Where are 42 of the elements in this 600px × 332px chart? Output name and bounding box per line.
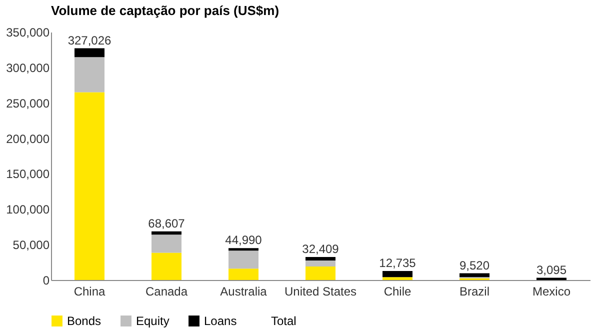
total-label: 68,607: [148, 216, 186, 230]
bar: [382, 270, 412, 278]
legend-label: Loans: [204, 314, 237, 328]
y-tick-label: 300,000: [6, 60, 50, 75]
bar: [306, 260, 336, 267]
bar: [152, 252, 182, 280]
y-tick-label: 250,000: [6, 96, 50, 110]
x-tick-label: Brazil: [459, 284, 490, 298]
bar: [152, 231, 182, 235]
y-tick-label: 150,000: [6, 167, 50, 182]
y-tick-label: 50,000: [12, 238, 50, 252]
chart-title: Volume de captação por país (US$m): [51, 3, 280, 18]
text: Total: [271, 314, 296, 328]
bar: [228, 268, 258, 280]
bar: [152, 234, 182, 253]
bar: [74, 92, 104, 280]
total-label: 44,990: [225, 233, 262, 248]
y-tick-label: 100,000: [6, 202, 50, 217]
x-tick-label: United States: [284, 284, 357, 298]
bar: [228, 248, 258, 251]
y-tick-label: 350,000: [6, 26, 50, 40]
total-label: 327,026: [68, 33, 112, 48]
x-tick-label: Chile: [384, 284, 412, 298]
x-tick-label: China: [74, 284, 106, 298]
bar: [382, 277, 412, 280]
bar: [306, 266, 336, 280]
x-tick-label: Mexico: [532, 284, 571, 298]
bar: [228, 250, 258, 269]
bar: [74, 57, 104, 92]
x-tick-label: Canada: [145, 284, 188, 298]
legend-label: Equity: [136, 314, 170, 328]
total-label: 12,735: [379, 256, 416, 270]
bar: [74, 48, 104, 58]
x-tick-label: Australia: [220, 284, 268, 298]
bar: [306, 257, 336, 261]
total-label: 9,520: [459, 258, 490, 272]
total-label: 3,095: [536, 262, 567, 277]
total-label: 32,409: [302, 242, 340, 256]
y-tick-label: 0: [42, 274, 50, 288]
y-tick-label: 200,000: [6, 132, 50, 146]
legend-label: Bonds: [67, 314, 102, 328]
bar: [460, 273, 490, 278]
